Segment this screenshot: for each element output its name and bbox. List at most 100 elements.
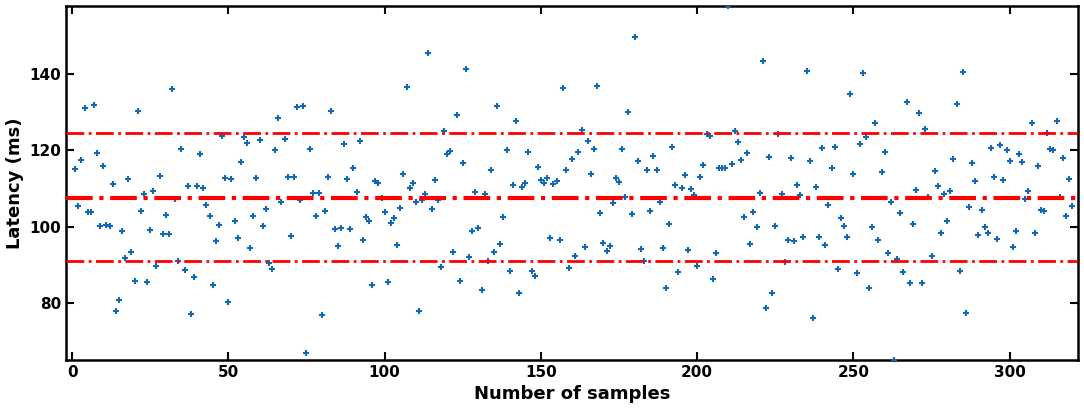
Point [766,222,784,229]
Point [441,148,459,155]
Point [292,197,309,203]
Point [679,247,696,254]
Point [351,137,369,144]
Point [898,98,915,105]
Point [654,245,671,252]
Point [826,144,843,150]
Point [1032,207,1049,213]
Point [779,237,797,244]
Point [539,174,556,181]
Point [119,176,137,183]
Point [413,196,430,203]
Point [914,280,931,286]
Point [464,228,481,235]
Point [466,189,483,196]
Point [861,285,878,291]
Point [922,253,940,259]
Point [223,175,241,182]
Point [142,227,159,234]
Point [436,127,453,134]
Point [854,70,872,76]
Point [363,281,380,288]
Point [829,266,847,272]
Point [585,146,603,153]
Point [964,160,981,166]
Point [189,183,206,190]
Point [385,215,402,222]
Point [298,350,315,356]
Point [1051,193,1069,200]
Point [204,282,221,289]
Point [579,138,596,144]
Point [839,234,856,240]
Point [651,199,669,206]
Point [416,191,434,198]
Point [507,117,525,124]
Point [676,172,694,179]
Y-axis label: Latency (ms): Latency (ms) [5,117,24,249]
Point [1010,151,1028,157]
Point [438,151,455,157]
Point [395,171,412,178]
Point [811,234,828,240]
Point [670,268,687,275]
Point [201,213,218,219]
Point [841,90,859,97]
Point [444,249,462,255]
Point [801,157,818,164]
Point [420,49,437,56]
Point [864,223,881,230]
Point [820,202,837,208]
Point [1035,208,1053,214]
Point [735,213,752,220]
Point [307,212,324,219]
Point [242,244,259,251]
Point [341,226,359,233]
Point [245,213,262,220]
Point [754,58,772,65]
Point [514,184,531,191]
Point [723,161,740,168]
Point [645,153,662,159]
Point [604,199,621,206]
Point [101,222,118,229]
Point [657,284,674,291]
Point [232,159,249,165]
Point [535,180,553,187]
Point [376,209,393,215]
Point [379,279,397,285]
Point [688,262,706,269]
Point [776,258,793,265]
Point [710,164,727,171]
Point [238,140,256,146]
X-axis label: Number of samples: Number of samples [474,385,670,403]
Point [851,141,868,147]
Point [122,248,140,255]
Point [220,299,237,306]
Point [147,263,165,269]
Point [345,164,362,171]
Point [673,184,691,191]
Point [476,191,493,197]
Point [225,218,243,224]
Point [279,173,296,180]
Point [892,210,909,216]
Point [504,181,521,188]
Point [1063,202,1081,209]
Point [635,258,653,265]
Point [601,243,618,249]
Point [229,235,246,241]
Point [91,222,108,229]
Point [338,175,356,182]
Point [894,268,912,275]
Point [798,68,815,75]
Point [982,144,999,151]
Point [582,171,599,177]
Point [144,188,162,195]
Point [813,144,830,151]
Point [557,167,575,173]
Point [705,276,722,283]
Point [517,180,534,186]
Point [945,156,963,162]
Point [172,146,190,153]
